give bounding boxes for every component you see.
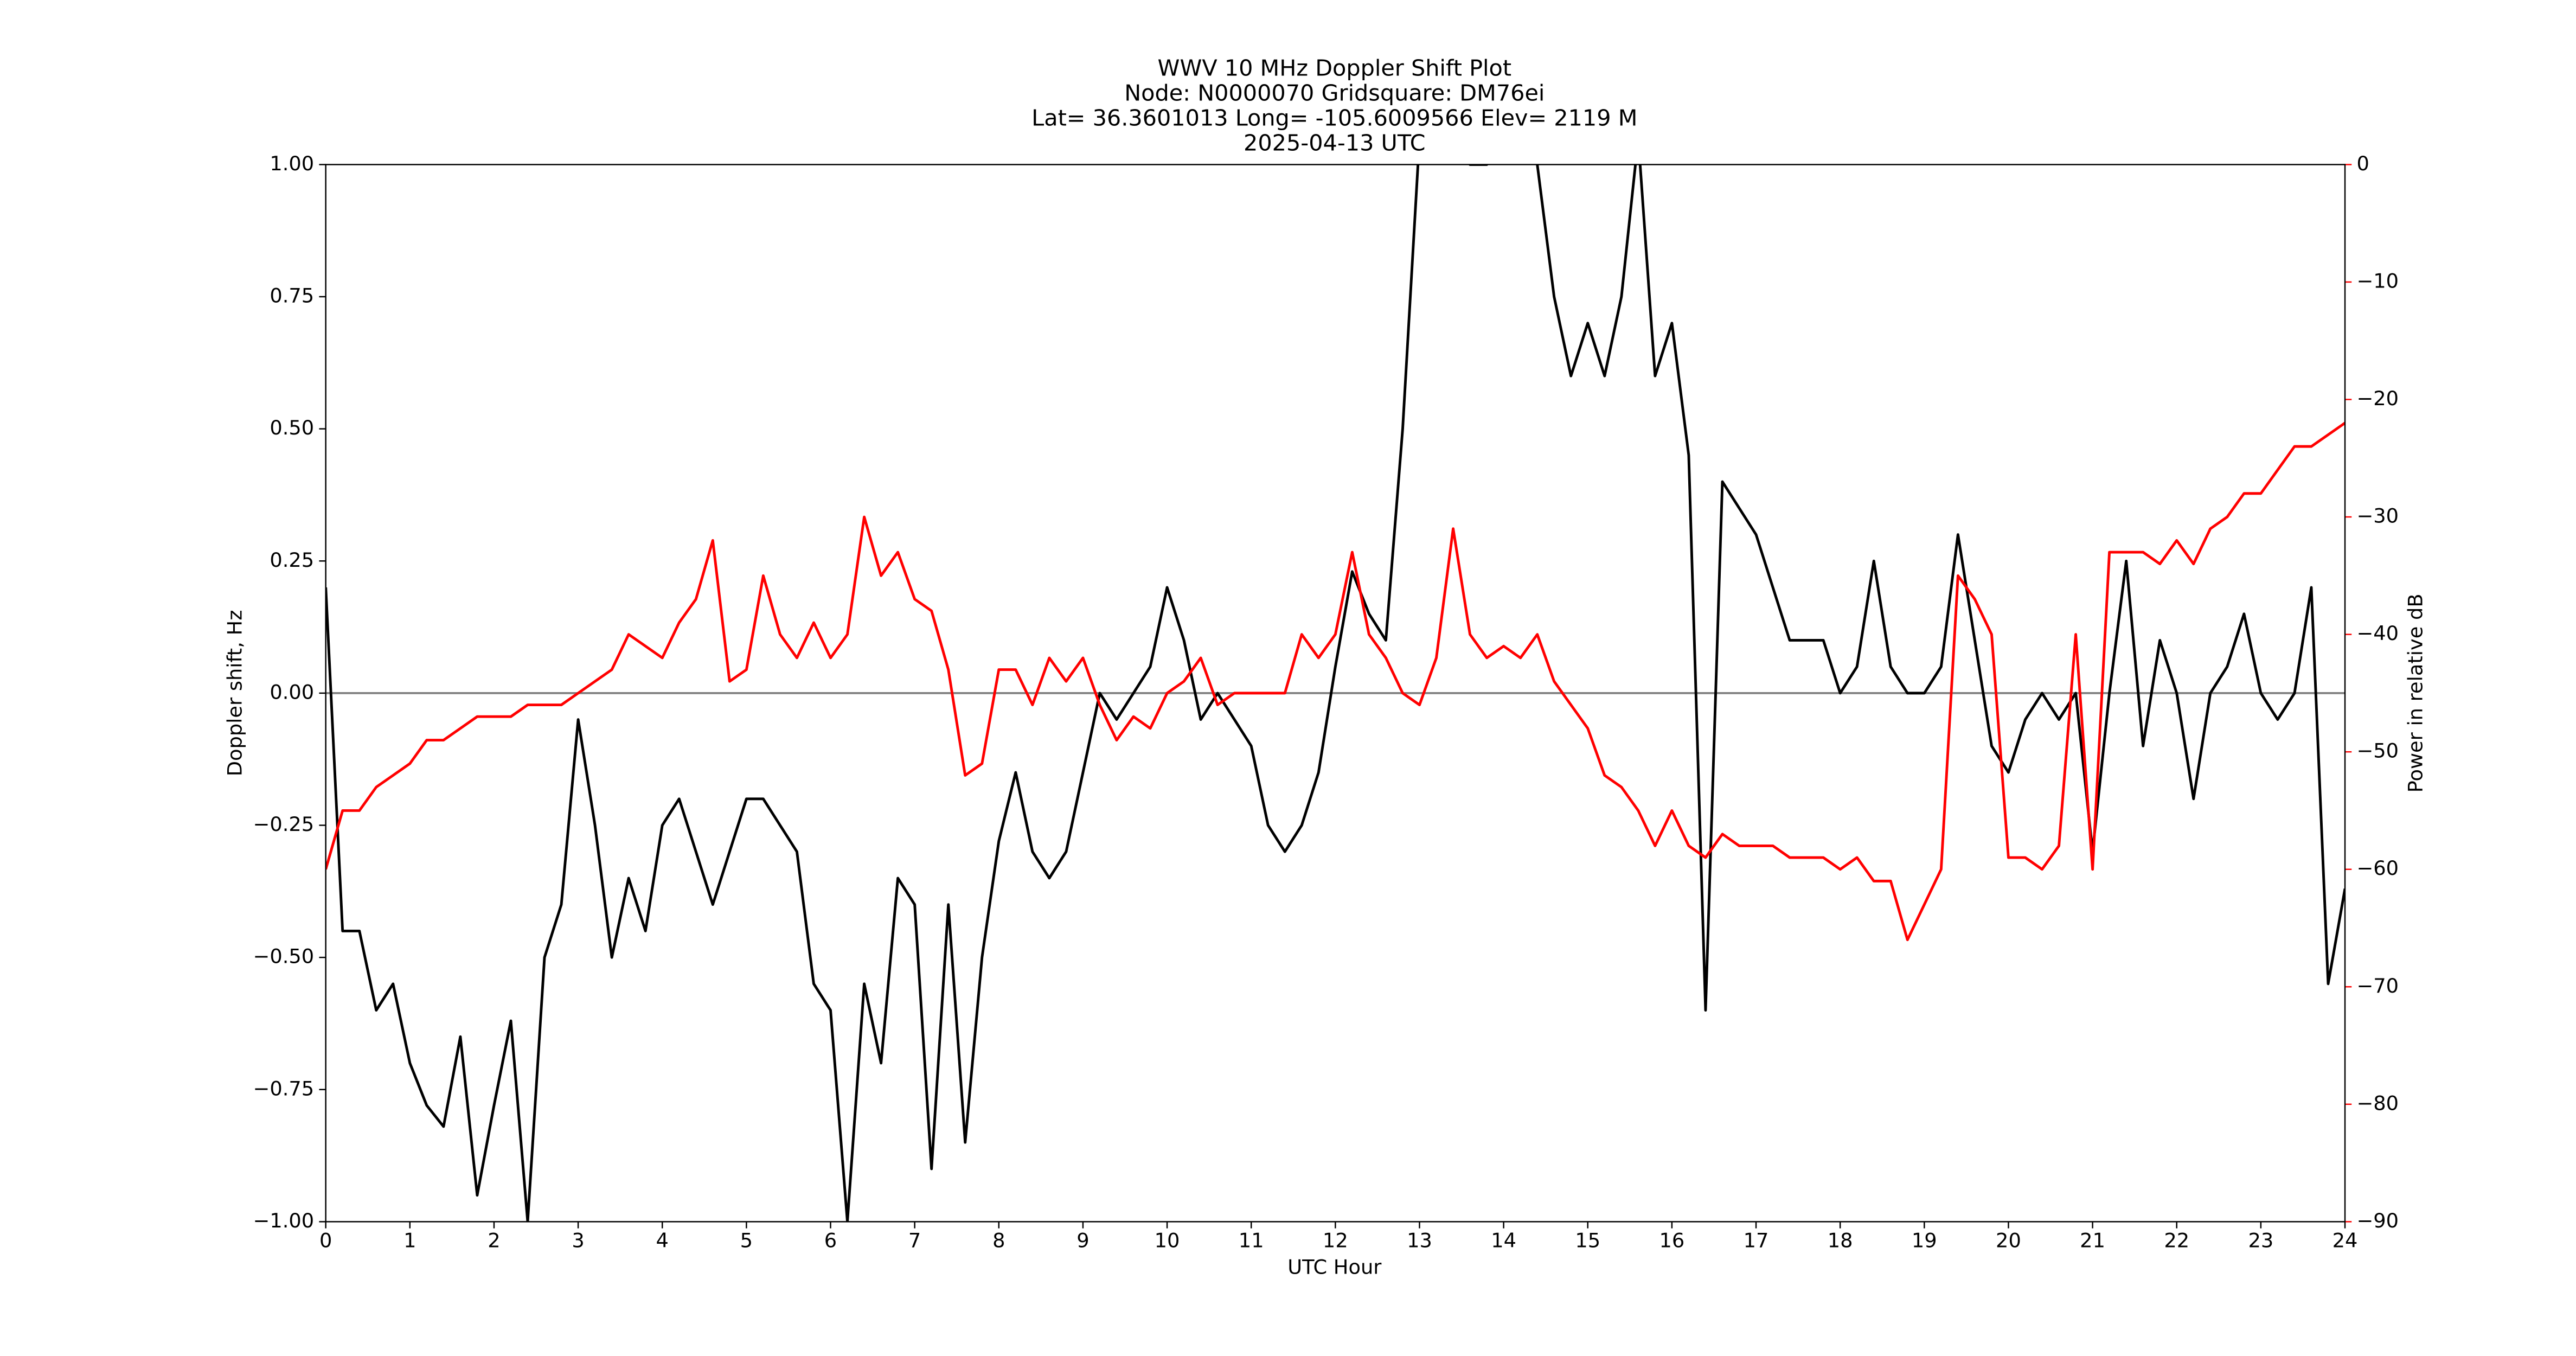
x-tick-label: 23 [2248,1229,2273,1252]
x-tick-label: 12 [1323,1229,1348,1252]
y-tick-label: 0.75 [270,284,314,308]
y-tick-label: −0.50 [253,945,315,968]
y2-axis-label: Power in relative dB [2404,593,2427,792]
x-tick-label: 3 [572,1229,584,1252]
x-tick-label: 11 [1239,1229,1264,1252]
y-tick-label: −0.75 [253,1077,315,1100]
x-tick-label: 10 [1155,1229,1180,1252]
y-tick-label: −1.00 [253,1209,315,1232]
y-tick-label: −0.25 [253,813,315,836]
y-tick-label: 1.00 [270,152,314,175]
x-tick-label: 5 [740,1229,753,1252]
title-line: WWV 10 MHz Doppler Shift Plot [1158,55,1512,81]
x-tick-label: 14 [1491,1229,1516,1252]
y2-tick-label: −70 [2356,974,2399,997]
x-tick-label: 2 [488,1229,500,1252]
x-tick-label: 1 [403,1229,416,1252]
y-tick-label: 0.00 [270,680,314,703]
y-tick-label: 0.25 [270,548,314,572]
title-line: Lat= 36.3601013 Long= -105.6009566 Elev=… [1031,105,1637,131]
x-tick-label: 8 [992,1229,1005,1252]
title-line: Node: N0000070 Gridsquare: DM76ei [1124,80,1545,106]
y2-tick-label: −20 [2356,387,2399,410]
x-tick-label: 0 [319,1229,332,1252]
plot-frame [325,164,2346,1223]
series-line [325,164,2346,1222]
x-tick-label: 7 [908,1229,921,1252]
y2-tick-label: −90 [2356,1209,2399,1232]
x-tick-label: 24 [2333,1229,2358,1252]
x-tick-label: 9 [1076,1229,1089,1252]
x-tick-label: 17 [1744,1229,1769,1252]
x-tick-label: 16 [1659,1229,1684,1252]
y2-tick-label: −40 [2356,622,2399,645]
y2-tick-label: 0 [2356,152,2369,175]
x-tick-label: 18 [1828,1229,1853,1252]
x-tick-label: 19 [1912,1229,1937,1252]
y2-tick-label: −60 [2356,856,2399,880]
x-tick-label: 6 [824,1229,837,1252]
y2-tick-label: −10 [2356,269,2399,292]
series-line [325,421,2346,942]
x-tick-label: 21 [2080,1229,2105,1252]
x-tick-label: 4 [656,1229,669,1252]
y2-tick-label: −30 [2356,504,2399,528]
x-tick-label: 20 [1996,1229,2021,1252]
title-line: 2025-04-13 UTC [1244,130,1425,156]
y-tick-label: 0.50 [270,416,314,439]
y-axis-label: Doppler shift, Hz [223,610,247,776]
y2-tick-label: −80 [2356,1091,2399,1115]
x-tick-label: 13 [1407,1229,1432,1252]
x-axis-label: UTC Hour [1287,1256,1382,1279]
y2-tick-label: −50 [2356,739,2399,763]
x-tick-label: 22 [2164,1229,2189,1252]
x-tick-label: 15 [1575,1229,1600,1252]
